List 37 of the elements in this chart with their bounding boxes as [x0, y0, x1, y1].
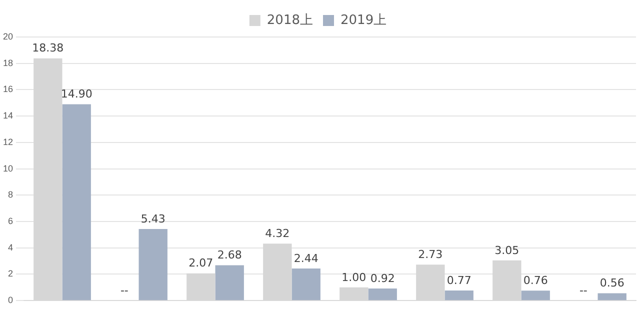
bar: [292, 268, 320, 300]
data-label: 0.56: [600, 276, 624, 290]
y-tick-label: 0: [8, 295, 14, 306]
y-tick-label: 10: [2, 163, 14, 174]
bar: [444, 290, 474, 300]
bar: [138, 229, 168, 300]
data-label: 3.05: [494, 244, 520, 257]
data-label: 2.44: [294, 252, 318, 265]
data-label: 1.00: [342, 270, 366, 284]
data-label: 0.77: [446, 274, 472, 287]
data-label: 2.07: [188, 256, 214, 270]
bar: [62, 104, 91, 300]
y-tick-label: 12: [2, 136, 14, 147]
text: --: [120, 284, 128, 297]
data-label: 0.92: [370, 272, 395, 285]
data-label: 4.32: [265, 227, 290, 240]
text: --: [579, 284, 588, 297]
bar: [598, 293, 626, 300]
y-tick-label: 8: [8, 190, 14, 200]
data-label: 5.43: [140, 212, 166, 226]
data-label: 18.38: [32, 42, 64, 55]
data-label: 14.90: [60, 88, 92, 101]
y-tick-label: 6: [8, 216, 14, 226]
data-label: 2.68: [217, 248, 242, 262]
y-tick-label: 18: [2, 58, 14, 68]
y-tick-label: 14: [2, 110, 14, 121]
y-tick-label: 4: [8, 242, 14, 252]
legend-label: 2018上: [266, 12, 314, 28]
bar: [521, 290, 550, 300]
bar: [368, 288, 397, 300]
y-tick-label: 16: [2, 84, 14, 94]
y-tick-label: 20: [2, 31, 14, 42]
data-label: 2.73: [418, 248, 443, 261]
bar: [215, 265, 244, 300]
y-tick-label: 2: [8, 268, 14, 279]
legend-label: 2019上: [340, 12, 387, 28]
data-label: 0.76: [523, 274, 548, 287]
